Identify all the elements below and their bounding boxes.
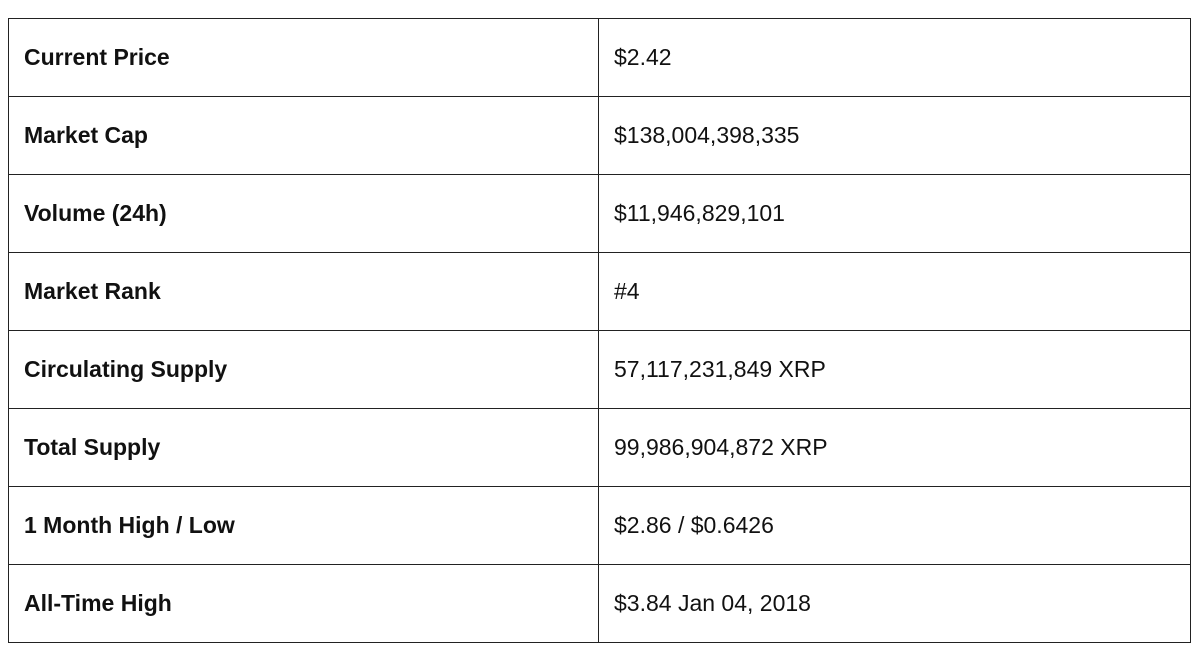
table-body: Current Price $2.42 Market Cap $138,004,398… (8, 18, 1191, 643)
row-label: All-Time High (8, 564, 599, 643)
row-label: Market Cap (8, 96, 599, 175)
row-value: #4 (598, 252, 1191, 331)
row-value: 57,117,231,849 XRP (598, 330, 1191, 409)
table-row: 1 Month High / Low $2.86 / $0.6426 (8, 486, 1191, 565)
row-label: Market Rank (8, 252, 599, 331)
row-label: Current Price (8, 18, 599, 97)
row-label: 1 Month High / Low (8, 486, 599, 565)
table-row: Volume (24h) $11,946,829,101 (8, 174, 1191, 253)
table-row: Market Cap $138,004,398,335 (8, 96, 1191, 175)
row-value: $2.86 / $0.6426 (598, 486, 1191, 565)
row-value: $3.84 Jan 04, 2018 (598, 564, 1191, 643)
row-label: Circulating Supply (8, 330, 599, 409)
row-label: Total Supply (8, 408, 599, 487)
table-row: Circulating Supply 57,117,231,849 XRP (8, 330, 1191, 409)
row-value: $2.42 (598, 18, 1191, 97)
table-row: Market Rank #4 (8, 252, 1191, 331)
info-table: Current Price $2.42 Market Cap $138,004,398… (8, 18, 1191, 643)
row-value: $138,004,398,335 (598, 96, 1191, 175)
table-row: All-Time High $3.84 Jan 04, 2018 (8, 564, 1191, 643)
row-value: $11,946,829,101 (598, 174, 1191, 253)
row-label: Volume (24h) (8, 174, 599, 253)
table-row: Current Price $2.42 (8, 18, 1191, 97)
row-value: 99,986,904,872 XRP (598, 408, 1191, 487)
table-row: Total Supply 99,986,904,872 XRP (8, 408, 1191, 487)
